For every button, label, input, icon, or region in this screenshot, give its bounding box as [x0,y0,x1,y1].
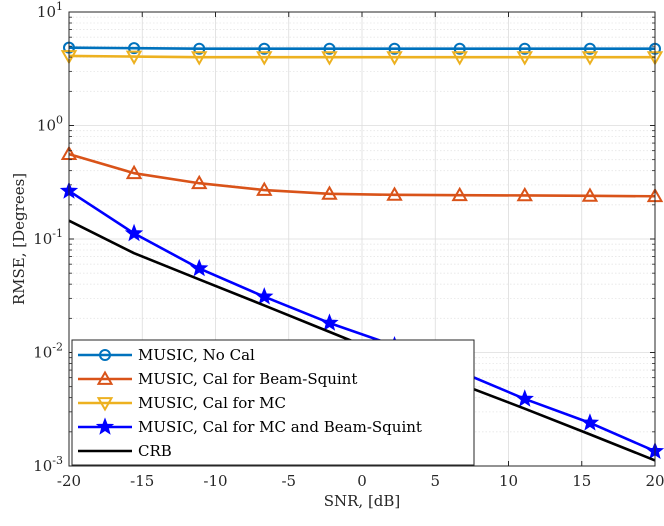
data-point [516,186,533,202]
legend-box [71,339,475,466]
data-point [515,389,534,407]
y-tick-label: 10-1 [33,227,63,248]
data-point [580,413,600,431]
legend-label: MUSIC, No Cal [138,346,255,364]
data-point [323,42,336,55]
data-point [125,50,143,66]
y-tick-label: 100 [37,114,63,135]
x-tick-label: 20 [645,472,664,490]
series-line [68,46,655,50]
data-point [128,42,141,55]
legend-label: MUSIC, Cal for MC and Beam-Squint [138,418,422,436]
data-point [581,51,599,66]
data-point [581,187,599,202]
legend-marker [95,417,115,435]
data-point [388,42,401,55]
x-tick-label: 15 [572,472,591,490]
series-line [68,152,656,198]
legend-marker [96,397,114,412]
y-tick-label: 10-3 [33,454,63,475]
y-tick-label: 10-2 [33,341,63,362]
data-point [124,223,144,242]
data-point [256,181,273,196]
legend-item: MUSIC, No Cal [78,346,255,364]
data-point [451,51,468,66]
data-point [518,42,531,55]
legend-item: MUSIC, Cal for MC [78,394,286,412]
x-tick-label: 0 [357,472,367,490]
x-tick-label: -5 [281,472,296,490]
data-point [451,186,468,202]
data-point [191,174,208,190]
x-tick-label: 10 [499,472,518,490]
axis-ticks: -20 -15 -10 -5 0 5 10 15 20 10-3 10-2 10-1 100 101 [33,0,664,490]
x-tick-label: -15 [130,472,154,490]
data-point [193,42,206,55]
legend-item: CRB [78,442,172,460]
x-tick-label: -20 [57,472,81,490]
legend-marker [96,370,114,385]
x-tick-label: 5 [430,472,440,490]
data-point [255,287,274,305]
data-point [191,51,208,66]
data-point [256,51,273,66]
legend-marker [99,349,111,361]
legend-label: MUSIC, Cal for Beam-Squint [138,370,357,388]
series-line [68,54,655,59]
data-point [516,51,533,66]
x-tick-label: -10 [203,472,227,490]
data-point [321,51,338,66]
data-point [386,51,403,66]
data-point [125,164,143,180]
y-tick-label: 101 [37,0,63,21]
legend: MUSIC, No Cal MUSIC, Cal for Beam-Squint M… [71,339,475,466]
data-point [386,186,403,201]
data-point [321,185,338,200]
data-point [320,313,339,331]
x-axis-label: SNR, [dB] [324,492,401,510]
series-line [68,189,656,453]
data-point [583,42,596,55]
y-axis-label: RMSE, [Degrees] [10,173,28,305]
legend-label: CRB [138,442,172,460]
legend-item: MUSIC, Cal for MC and Beam-Squint [78,417,422,436]
data-point [190,258,209,277]
data-point [453,42,466,55]
data-point [258,42,271,55]
legend-item: MUSIC, Cal for Beam-Squint [78,370,357,388]
legend-label: MUSIC, Cal for MC [138,394,286,412]
